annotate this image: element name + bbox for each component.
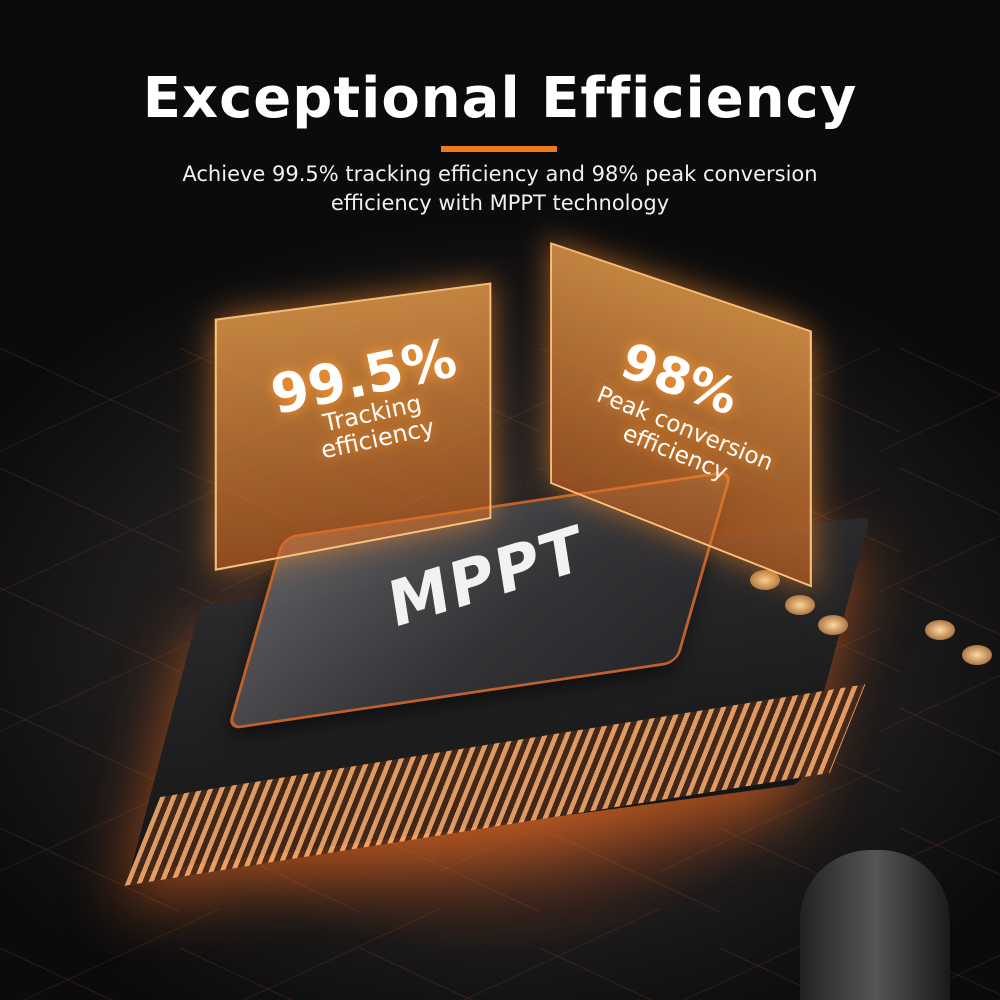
component xyxy=(818,615,848,635)
component xyxy=(925,620,955,640)
title-underline xyxy=(441,146,557,152)
subtitle: Achieve 99.5% tracking efficiency and 98… xyxy=(182,162,818,215)
component xyxy=(785,595,815,615)
component xyxy=(750,570,780,590)
page-title: Exceptional Efficiency xyxy=(142,66,858,131)
capacitor xyxy=(800,850,950,1000)
component xyxy=(962,645,992,665)
